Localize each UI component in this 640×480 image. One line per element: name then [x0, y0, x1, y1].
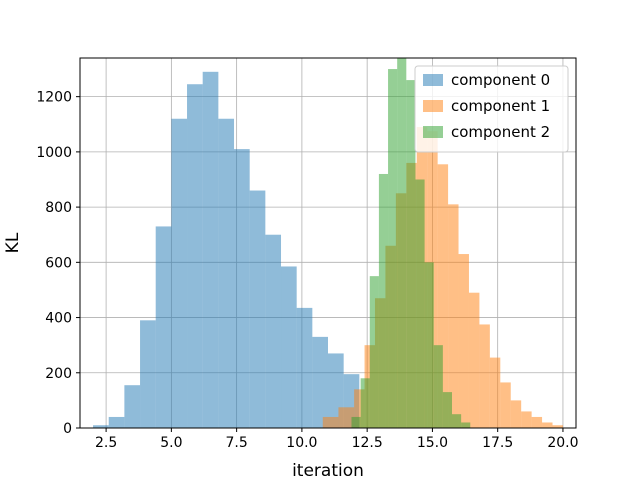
bars [93, 58, 563, 428]
legend: component 0 component 1 component 2 [414, 65, 569, 153]
x-axis-label: iteration [292, 461, 364, 480]
x-tick-label: 7.5 [225, 435, 247, 451]
bar-component-0 [93, 425, 109, 428]
y-tick-label: 800 [45, 200, 72, 216]
y-tick-label: 1200 [36, 90, 72, 106]
x-tick-label: 2.5 [95, 435, 117, 451]
bar-component-1 [338, 407, 355, 428]
axes-frame [79, 57, 577, 429]
bar-component-1 [479, 324, 490, 428]
bar-component-2 [388, 69, 398, 428]
y-axis-label: KL [3, 232, 23, 253]
bar-component-2 [452, 414, 462, 428]
bar-component-0 [108, 416, 125, 428]
bar-component-2 [424, 262, 434, 428]
bar-component-2 [378, 173, 389, 428]
bar-component-1 [552, 425, 563, 428]
bar-component-1 [322, 416, 339, 428]
x-tick-label: 5.0 [160, 435, 182, 451]
bar-component-1 [448, 204, 459, 428]
bar-component-2 [351, 416, 361, 428]
bar-component-0 [171, 118, 188, 428]
bar-component-0 [155, 226, 172, 428]
bar-component-2 [406, 80, 416, 428]
bar-component-2 [433, 345, 443, 428]
legend-box [414, 65, 569, 153]
bar-component-1 [531, 416, 543, 428]
bar-component-1 [437, 164, 449, 428]
bar-component-0 [281, 266, 297, 428]
bar-component-1 [521, 411, 532, 428]
bar-component-0 [296, 307, 313, 428]
bar-component-2 [397, 58, 407, 428]
bar-component-1 [500, 382, 511, 428]
legend-label-component-1: component 1 [451, 97, 550, 115]
y-tick-label: 0 [63, 421, 72, 437]
bar-component-1 [468, 292, 480, 428]
x-tick-label: 15.0 [417, 435, 448, 451]
bar-component-1 [489, 357, 501, 428]
legend-swatch-component-2 [423, 126, 443, 138]
x-tick-label: 10.0 [286, 435, 317, 451]
bar-component-0 [312, 336, 328, 428]
legend-swatch-component-0 [423, 74, 443, 86]
bar-component-1 [354, 389, 365, 428]
bar-component-2 [415, 179, 425, 428]
axes [79, 57, 577, 429]
bar-component-2 [369, 276, 379, 428]
x-tick-label: 20.0 [547, 435, 578, 451]
y-tick-label: 600 [45, 255, 72, 271]
bar-component-2 [360, 378, 370, 428]
legend-label-component-0: component 0 [451, 71, 550, 89]
y-tick-label: 1000 [36, 145, 72, 161]
bar-component-0 [202, 71, 219, 428]
bar-component-0 [249, 190, 266, 428]
bar-component-2 [442, 392, 452, 428]
bar-component-0 [187, 84, 203, 428]
bar-component-1 [510, 400, 522, 428]
bar-component-0 [265, 234, 282, 428]
legend-label-component-2: component 2 [451, 123, 550, 141]
bar-component-0 [140, 320, 156, 428]
y-tick-label: 400 [45, 311, 72, 327]
legend-swatch-component-1 [423, 100, 443, 112]
bar-component-0 [218, 118, 235, 428]
x-tick-label: 12.5 [352, 435, 383, 451]
bar-component-2 [461, 422, 471, 428]
bar-component-0 [234, 149, 250, 428]
y-tick-label: 200 [45, 366, 72, 382]
x-tick-label: 17.5 [482, 435, 513, 451]
bar-component-1 [542, 422, 553, 428]
bar-component-0 [124, 385, 141, 428]
bar-component-1 [458, 254, 469, 428]
ticks: 2.5 5.0 7.5 10.0 12.5 15.0 17.5 20.0 0 200 400 600 8… [36, 90, 578, 451]
